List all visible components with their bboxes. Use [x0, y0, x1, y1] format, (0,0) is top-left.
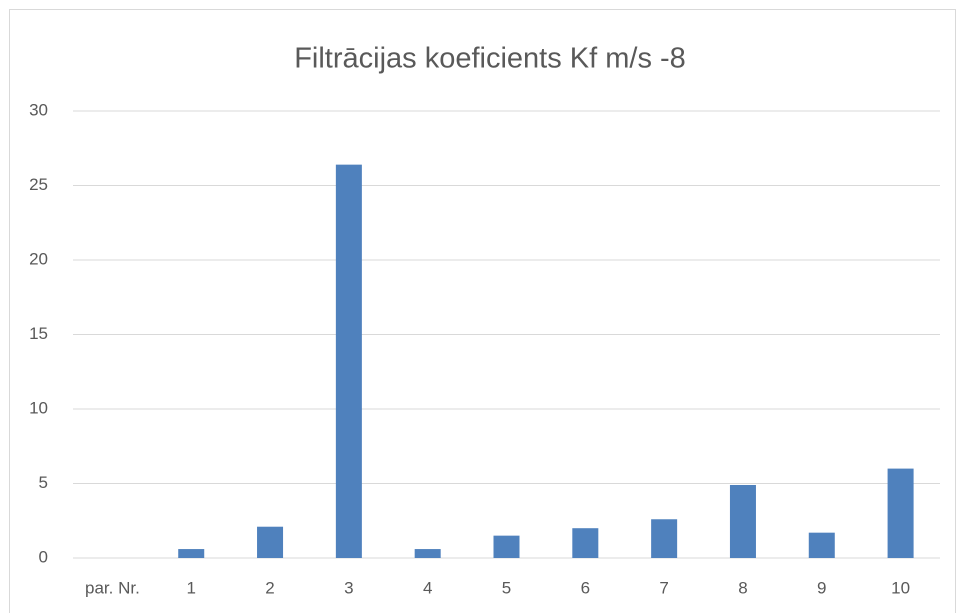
bar: [257, 526, 284, 558]
x-tick-label: 5: [502, 578, 511, 597]
x-tick-label: 6: [581, 578, 590, 597]
y-tick-label: 5: [39, 473, 48, 492]
y-tick-label: 30: [29, 100, 48, 119]
x-tick-label: 10: [891, 578, 910, 597]
x-tick-label: 2: [265, 578, 274, 597]
bar: [572, 528, 599, 558]
chart-title: Filtrācijas koeficients Kf m/s -8: [294, 43, 686, 75]
chart-border: [9, 9, 956, 613]
bar: [651, 519, 678, 558]
x-tick-label: 1: [186, 578, 195, 597]
x-tick-label: 4: [423, 578, 432, 597]
y-tick-label: 25: [29, 175, 48, 194]
bar: [729, 484, 756, 558]
x-tick-label: par. Nr.: [85, 578, 140, 597]
x-tick-label: 3: [344, 578, 353, 597]
y-tick-label: 0: [39, 547, 48, 566]
y-tick-label: 20: [29, 249, 48, 268]
bar: [887, 468, 914, 558]
bar: [493, 535, 520, 558]
y-tick-label: 10: [29, 398, 48, 417]
x-tick-label: 9: [817, 578, 826, 597]
bar: [808, 532, 835, 558]
bar: [414, 549, 441, 558]
bar: [335, 164, 362, 558]
x-tick-label: 7: [659, 578, 668, 597]
x-tick-label: 8: [738, 578, 747, 597]
y-tick-label: 15: [29, 324, 48, 343]
bar: [178, 549, 205, 558]
